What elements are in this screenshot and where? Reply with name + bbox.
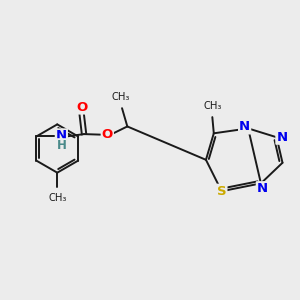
Text: N: N (239, 120, 250, 134)
Text: N: N (276, 131, 287, 144)
Text: O: O (76, 100, 87, 113)
Text: O: O (102, 128, 113, 141)
Text: CH₃: CH₃ (48, 193, 66, 203)
Text: H: H (56, 139, 66, 152)
Text: S: S (217, 185, 226, 198)
Text: N: N (257, 182, 268, 195)
Text: N: N (56, 129, 67, 142)
Text: CH₃: CH₃ (203, 101, 221, 111)
Text: CH₃: CH₃ (111, 92, 130, 102)
